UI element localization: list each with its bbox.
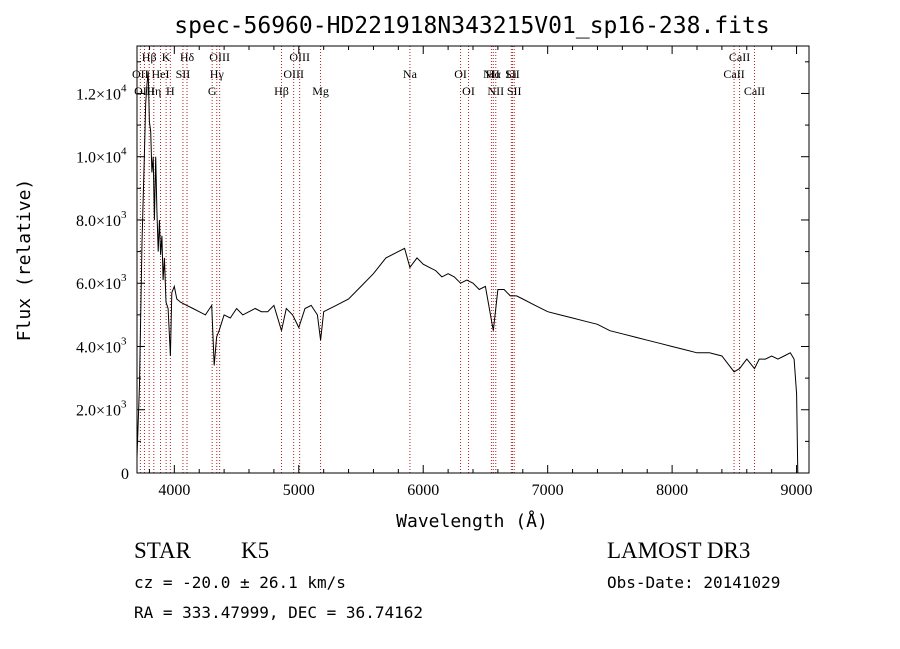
y-tick-label: 1.0×10 bbox=[76, 150, 121, 167]
survey-label: LAMOST DR3 bbox=[607, 538, 751, 563]
line-id-label: OIII bbox=[134, 84, 155, 98]
line-id-label: Hγ bbox=[210, 67, 225, 81]
line-id-label: Hα bbox=[486, 67, 502, 81]
line-id-label: HeI bbox=[152, 67, 170, 81]
x-tick-label: 8000 bbox=[656, 482, 688, 499]
line-id-label: Hβ bbox=[274, 84, 289, 98]
line-id-label: Hδ bbox=[180, 50, 195, 64]
line-id-label: K bbox=[162, 50, 171, 64]
line-id-label: OIII bbox=[289, 50, 310, 64]
line-id-label: CaII bbox=[723, 67, 744, 81]
line-id-label: Na bbox=[403, 67, 418, 81]
y-tick-label: 4.0×10 bbox=[76, 339, 121, 356]
y-tick-exponent: 3 bbox=[121, 335, 127, 347]
line-id-label: H bbox=[166, 84, 175, 98]
object-subclass: K5 bbox=[241, 538, 270, 563]
y-tick-label: 2.0×10 bbox=[76, 403, 121, 420]
line-id-label: NII bbox=[487, 84, 504, 98]
line-id-label: NII bbox=[483, 67, 500, 81]
line-id-label: G bbox=[208, 84, 217, 98]
y-tick-label: 1.2×10 bbox=[76, 86, 121, 103]
line-id-label: SII bbox=[176, 67, 191, 81]
line-id-label: Li bbox=[506, 67, 517, 81]
spectrum-line bbox=[136, 71, 799, 474]
y-tick-exponent: 3 bbox=[121, 399, 127, 411]
line-id-label: OII bbox=[132, 67, 149, 81]
line-id-label: SII bbox=[507, 84, 522, 98]
y-tick-exponent: 3 bbox=[121, 209, 127, 221]
x-tick-label: 6000 bbox=[407, 482, 439, 499]
object-class: STAR bbox=[134, 538, 191, 563]
line-id-label: Hβ bbox=[142, 50, 157, 64]
y-tick-exponent: 4 bbox=[121, 146, 127, 158]
line-id-label: Mg bbox=[312, 84, 329, 98]
line-id-label: Hη bbox=[146, 84, 161, 98]
y-tick-exponent: 3 bbox=[121, 272, 127, 284]
y-axis-label: Flux (relative) bbox=[14, 179, 35, 342]
spectrum-plot bbox=[136, 71, 799, 474]
line-id-label: CaII bbox=[729, 50, 750, 64]
line-id-label: OIII bbox=[283, 67, 304, 81]
x-tick-label: 5000 bbox=[283, 482, 315, 499]
line-id-label: OIII bbox=[209, 50, 230, 64]
obs-date-text: Obs-Date: 20141029 bbox=[607, 573, 781, 592]
line-id-label: OI bbox=[462, 84, 475, 98]
line-id-label: CaII bbox=[744, 84, 765, 98]
x-tick-label: 4000 bbox=[158, 482, 190, 499]
y-tick-label: 6.0×10 bbox=[76, 276, 121, 293]
coordinates-text: RA = 333.47999, DEC = 36.74162 bbox=[134, 603, 423, 622]
chart-title: spec-56960-HD221918N343215V01_sp16-238.f… bbox=[174, 13, 769, 39]
x-tick-label: 9000 bbox=[781, 482, 813, 499]
redshift-text: cz = -20.0 ± 26.1 km/s bbox=[134, 573, 346, 592]
y-tick-label: 0 bbox=[121, 466, 129, 483]
line-id-label: OI bbox=[454, 67, 467, 81]
line-id-label: SII bbox=[505, 67, 520, 81]
x-axis-label: Wavelength (Å) bbox=[396, 510, 548, 532]
plot-frame bbox=[136, 45, 810, 474]
y-tick-exponent: 4 bbox=[121, 82, 127, 94]
x-tick-label: 7000 bbox=[532, 482, 564, 499]
y-tick-label: 8.0×10 bbox=[76, 213, 121, 230]
